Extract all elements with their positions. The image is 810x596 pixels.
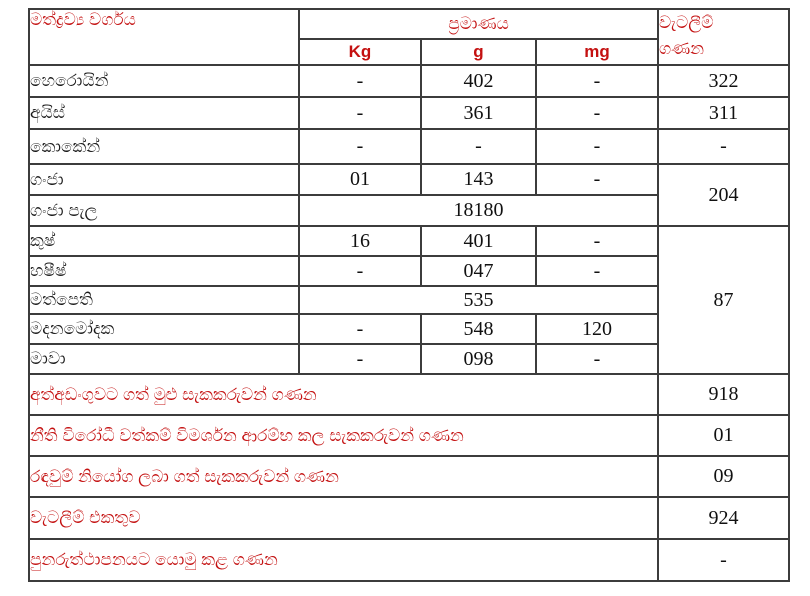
summary-row-detention-orders: රඳවුම් නියෝග ලබා ගත් සැකකරුවන් ගණන 09 (27, 455, 791, 498)
summary-row-total-suspects: අත්අඩංගුවට ගත් මුළු සැකකරුවන් ගණන 918 (27, 373, 791, 416)
mg-cell: - (534, 343, 660, 375)
summary-row-total-raids: වැටලීම් එකතුව 924 (27, 496, 791, 540)
summary-value: - (657, 538, 791, 582)
summary-value: 09 (657, 455, 791, 498)
summary-label: රඳවුම් නියෝග ලබා ගත් සැකකරුවන් ගණන (27, 455, 660, 498)
summary-value: 918 (657, 373, 791, 416)
header-raid-count-line2: ගණන (659, 39, 705, 59)
drug-name: ගංජා පැල (28, 194, 300, 227)
drug-row-kush: කුෂ් 16 401 - 87 (28, 225, 791, 375)
raid-count-cell: 311 (657, 96, 791, 130)
g-cell: 401 (420, 225, 537, 257)
drug-row-pills: මත්පෙති 535 (28, 285, 789, 315)
kg-cell: - (298, 255, 422, 287)
drug-row-mawa: මාවා - 098 - (28, 343, 789, 375)
header-row-units: Kg g mg (29, 38, 789, 66)
drug-name: මාවා (28, 343, 300, 375)
g-cell: 098 (420, 343, 537, 375)
drug-row-madana-modaka: මදනමෝදක - 548 120 (28, 313, 789, 345)
summary-value: 924 (657, 496, 791, 540)
raid-count-cell: 322 (657, 64, 791, 98)
mg-cell: - (534, 64, 660, 98)
header-unit-g: g (420, 38, 537, 66)
kg-cell: 16 (298, 225, 422, 257)
summary-label: නීති විරෝධී වත්කම් විමර්ශන ආරම්භ කල සැකක… (27, 414, 660, 457)
mg-cell: 120 (534, 313, 660, 345)
drug-name: ගංජා (28, 163, 300, 196)
kg-cell: - (298, 313, 422, 345)
drug-row-heroin: හෙරොයින් - 402 - 322 (28, 64, 791, 98)
summary-label: අත්අඩංගුවට ගත් මුළු සැකකරුවන් ගණන (27, 373, 660, 416)
mg-cell: - (534, 128, 660, 165)
kg-cell: - (298, 64, 422, 98)
drug-row-ice: අයිස් - 361 - 311 (28, 96, 791, 130)
drug-row-ganja: ගංජා 01 143 - 204 (28, 163, 791, 227)
mg-cell: - (534, 163, 660, 196)
drug-row-cocaine: කොකේන් - - - - (28, 128, 791, 165)
kg-cell: 01 (298, 163, 422, 196)
drug-name: හෙරොයින් (28, 64, 300, 98)
kg-cell: - (298, 96, 422, 130)
g-cell: 402 (420, 64, 537, 98)
summary-label: වැටලීම් එකතුව (27, 496, 660, 540)
kg-cell: - (298, 128, 422, 165)
drug-name: අයිස් (28, 96, 300, 130)
mg-cell: - (534, 255, 660, 287)
drug-name: මදනමෝදක (28, 313, 300, 345)
summary-row-rehabilitation: පුනරුත්ථාපනයට යොමු කළ ගණන - (27, 538, 791, 582)
drug-row-hashish: හෂීෂ් - 047 - (28, 255, 789, 287)
raid-count-cell: - (657, 128, 791, 165)
mg-cell: - (534, 225, 660, 257)
header-unit-kg: Kg (298, 38, 422, 66)
merged-quantity-cell: 18180 (297, 194, 660, 227)
header-row-1: මත්ද්‍රව්‍ය වර්ගය ප්‍රමාණය වැටලීම් ගණන (28, 8, 791, 66)
header-drug-type: මත්ද්‍රව්‍ය වර්ගය (28, 8, 300, 66)
header-raid-count-line1: වැටලීම් (659, 13, 714, 32)
raid-count-cell-ganja-group: 204 (657, 163, 791, 227)
drug-row-ganja-plants: ගංජා පැල 18180 (28, 194, 789, 227)
drug-name: කුෂ් (28, 225, 300, 257)
drug-name: කොකේන් (28, 128, 300, 165)
g-cell: 047 (420, 255, 537, 287)
kg-cell: - (298, 343, 422, 375)
g-cell: 548 (420, 313, 537, 345)
drug-name: මත්පෙති (28, 285, 300, 315)
drug-name: හෂීෂ් (28, 255, 300, 287)
summary-label: පුනරුත්ථාපනයට යොමු කළ ගණන (27, 538, 660, 582)
g-cell: - (420, 128, 537, 165)
header-raid-count: වැටලීම් ගණන (657, 8, 791, 66)
header-unit-mg: mg (534, 38, 660, 66)
g-cell: 143 (420, 163, 537, 196)
mg-cell: - (534, 96, 660, 130)
merged-quantity-cell: 535 (297, 285, 660, 315)
header-quantity: ප්‍රමාණය (297, 8, 660, 40)
drug-statistics-table: මත්ද්‍රව්‍ය වර්ගය ප්‍රමාණය වැටලීම් ගණන K… (27, 8, 791, 582)
g-cell: 361 (420, 96, 537, 130)
summary-value: 01 (657, 414, 791, 457)
summary-row-asset-investigations: නීති විරෝධී වත්කම් විමර්ශන ආරම්භ කල සැකක… (27, 414, 791, 457)
raid-count-cell-kush-group: 87 (657, 225, 791, 375)
